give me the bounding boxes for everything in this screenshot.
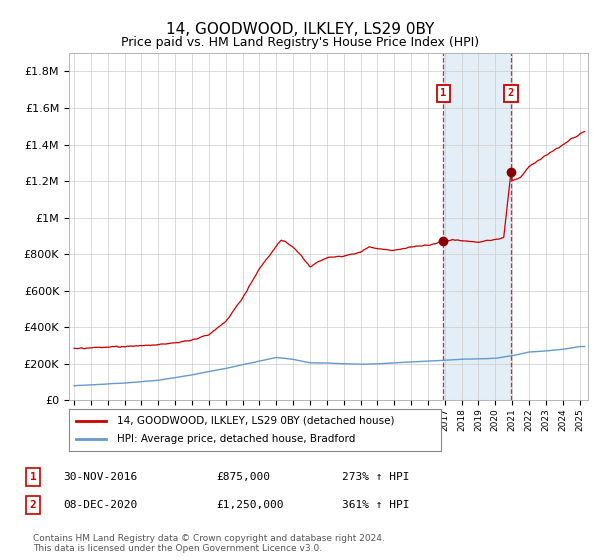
Text: £875,000: £875,000 (216, 472, 270, 482)
Text: £1,250,000: £1,250,000 (216, 500, 284, 510)
Text: 30-NOV-2016: 30-NOV-2016 (63, 472, 137, 482)
Text: 14, GOODWOOD, ILKLEY, LS29 0BY (detached house): 14, GOODWOOD, ILKLEY, LS29 0BY (detached… (118, 416, 395, 426)
Text: 14, GOODWOOD, ILKLEY, LS29 0BY: 14, GOODWOOD, ILKLEY, LS29 0BY (166, 22, 434, 38)
Text: HPI: Average price, detached house, Bradford: HPI: Average price, detached house, Brad… (118, 434, 356, 444)
Text: Price paid vs. HM Land Registry's House Price Index (HPI): Price paid vs. HM Land Registry's House … (121, 36, 479, 49)
Text: 361% ↑ HPI: 361% ↑ HPI (342, 500, 409, 510)
Text: 2: 2 (508, 88, 514, 99)
Text: 2: 2 (29, 500, 37, 510)
Text: 1: 1 (29, 472, 37, 482)
Text: 1: 1 (440, 88, 446, 99)
Text: 273% ↑ HPI: 273% ↑ HPI (342, 472, 409, 482)
Text: Contains HM Land Registry data © Crown copyright and database right 2024.
This d: Contains HM Land Registry data © Crown c… (33, 534, 385, 553)
Text: 08-DEC-2020: 08-DEC-2020 (63, 500, 137, 510)
Bar (443, 53, 511, 400)
